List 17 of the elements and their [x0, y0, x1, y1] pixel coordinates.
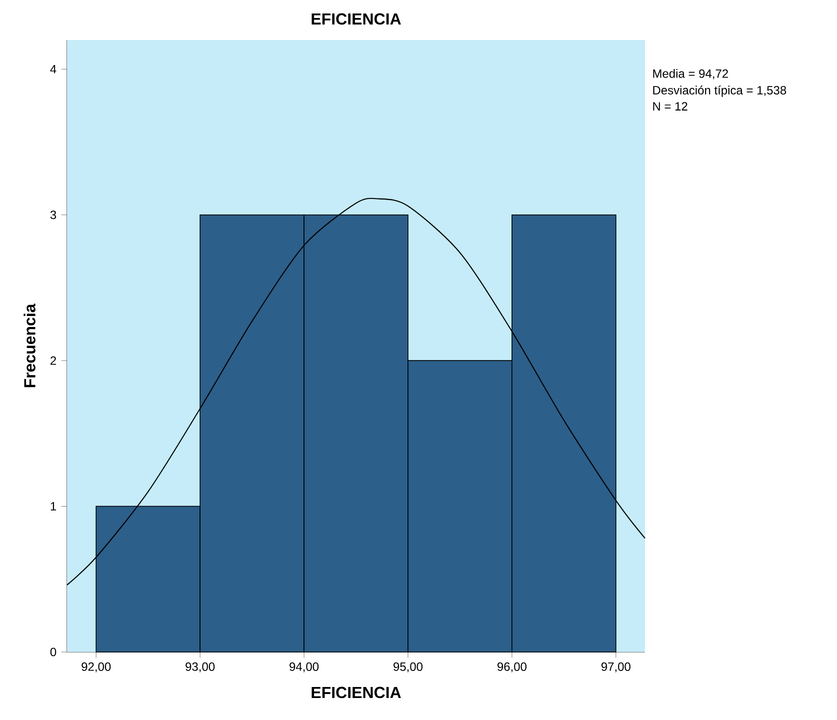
text: Desviación típica = 1,538 — [653, 86, 786, 97]
y-tick-label: 2 — [50, 356, 56, 365]
x-tick-label: 95,00 — [394, 662, 423, 672]
x-tick-label: 96,00 — [497, 662, 526, 672]
text: N = 12 — [653, 102, 688, 110]
y-tick-label: 3 — [50, 210, 56, 220]
x-tick-label: 93,00 — [186, 662, 215, 672]
y-tick-label: 0 — [50, 648, 56, 656]
x-axis-title: EFICIENCIA — [312, 686, 401, 698]
chart-title: EFICIENCIA — [312, 13, 401, 25]
text: Media = 94,72 — [653, 69, 728, 80]
y-tick-label: 4 — [50, 65, 56, 74]
x-tick-label: 94,00 — [290, 662, 319, 672]
x-tick-label: 92,00 — [82, 662, 111, 672]
x-tick-label: 97,00 — [601, 662, 630, 672]
y-axis-title: Frecuencia — [24, 304, 36, 388]
y-tick-label: 1 — [50, 502, 56, 510]
